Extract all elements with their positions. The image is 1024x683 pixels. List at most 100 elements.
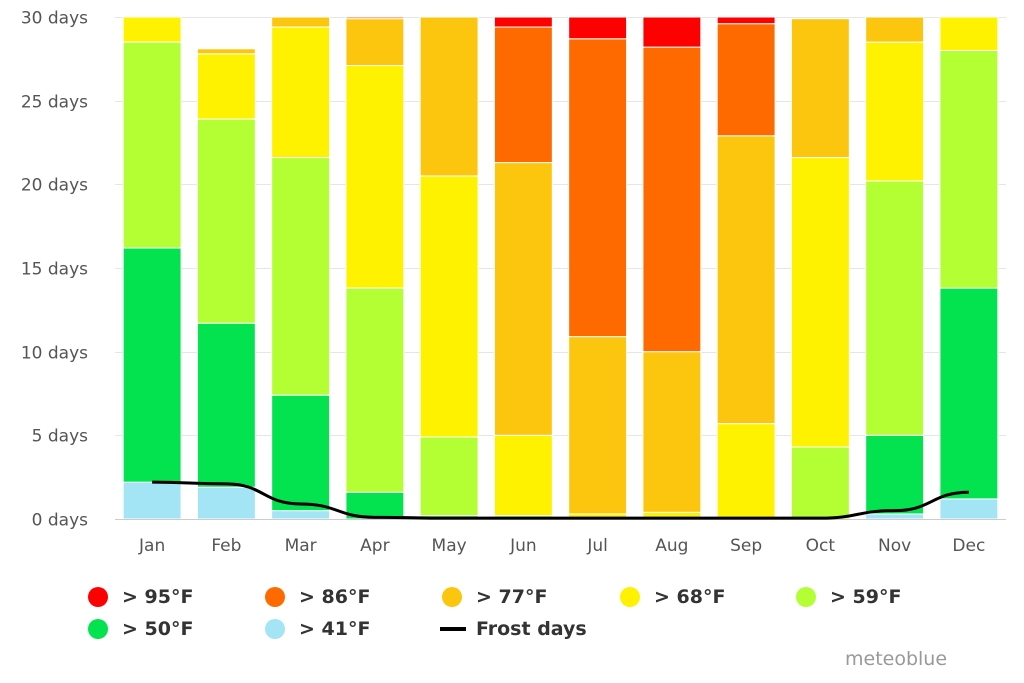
bar-segment-77f[interactable] bbox=[493, 162, 553, 436]
legend-item-41f[interactable]: > 41°F bbox=[265, 618, 370, 640]
bar-segment-59f[interactable] bbox=[865, 180, 925, 436]
y-tick-label: 10 days bbox=[21, 344, 88, 364]
bar-segment-68f[interactable] bbox=[345, 65, 405, 289]
x-tick-label: Aug bbox=[655, 536, 688, 556]
bar-segment-86f[interactable] bbox=[642, 46, 702, 353]
legend-label: Frost days bbox=[476, 618, 587, 640]
bar-segment-68f[interactable] bbox=[271, 26, 331, 159]
temperature-days-chart: 0 days 5 days 10 days 15 days 20 days 25 days… bbox=[21, 9, 1006, 556]
legend-line-icon bbox=[440, 627, 466, 631]
bar-stack-jan[interactable] bbox=[122, 16, 182, 520]
legend-dot-icon bbox=[88, 619, 108, 639]
bar-segment-41f[interactable] bbox=[939, 498, 999, 520]
bar-segment-86f[interactable] bbox=[493, 26, 553, 164]
y-tick-label: 25 days bbox=[21, 93, 88, 113]
legend-item-frost-days[interactable]: Frost days bbox=[440, 618, 587, 640]
bar-segment-77f[interactable] bbox=[568, 336, 628, 515]
bar-segment-50f[interactable] bbox=[939, 287, 999, 500]
legend-item-77f[interactable]: > 77°F bbox=[442, 586, 547, 608]
bar-stack-jun[interactable] bbox=[493, 16, 553, 520]
legend-dot-icon bbox=[265, 587, 285, 607]
bar-segment-59f[interactable] bbox=[196, 118, 256, 324]
bar-segment-68f[interactable] bbox=[493, 434, 553, 517]
bar-stack-mar[interactable] bbox=[271, 16, 331, 520]
x-tick-label: Jun bbox=[509, 536, 537, 556]
bar-segment-41f[interactable] bbox=[865, 513, 925, 520]
legend-item-86f[interactable]: > 86°F bbox=[265, 586, 370, 608]
bar-segment-41f[interactable] bbox=[271, 510, 331, 520]
bar-segment-50f[interactable] bbox=[865, 434, 925, 515]
bar-segment-95f[interactable] bbox=[568, 16, 628, 40]
legend-item-50f[interactable]: > 50°F bbox=[88, 618, 193, 640]
bar-stack-may[interactable] bbox=[419, 16, 479, 520]
bar-stack-dec[interactable] bbox=[939, 16, 999, 520]
legend-dot-icon bbox=[796, 587, 816, 607]
bar-segment-77f[interactable] bbox=[345, 18, 405, 67]
bar-segment-50f[interactable] bbox=[271, 394, 331, 512]
bar-segment-77f[interactable] bbox=[716, 135, 776, 425]
legend-label: > 68°F bbox=[654, 586, 726, 608]
x-axis-ticks: Jan Feb Mar Apr May Jun Jul Aug Sep Oct Nov Dec bbox=[138, 536, 985, 556]
x-tick-label: Dec bbox=[952, 536, 985, 556]
bar-segment-95f[interactable] bbox=[493, 16, 553, 28]
bar-segment-86f[interactable] bbox=[716, 23, 776, 137]
bar-segment-68f[interactable] bbox=[790, 157, 850, 448]
bar-segment-50f[interactable] bbox=[122, 247, 182, 483]
bar-segment-68f[interactable] bbox=[196, 53, 256, 120]
bar-segment-77f[interactable] bbox=[642, 351, 702, 513]
x-tick-label: May bbox=[432, 536, 467, 556]
y-tick-label: 5 days bbox=[32, 427, 88, 447]
y-axis-ticks: 0 days 5 days 10 days 15 days 20 days 25 days… bbox=[21, 9, 88, 531]
x-tick-label: Feb bbox=[211, 536, 241, 556]
bar-segment-50f[interactable] bbox=[196, 322, 256, 488]
y-tick-label: 15 days bbox=[21, 260, 88, 280]
bar-stack-aug[interactable] bbox=[642, 16, 702, 520]
bar-segment-77f[interactable] bbox=[419, 16, 479, 177]
bar-segment-68f[interactable] bbox=[716, 423, 776, 518]
legend-dot-icon bbox=[620, 587, 640, 607]
bar-segment-59f[interactable] bbox=[939, 49, 999, 289]
legend-label: > 86°F bbox=[299, 586, 371, 608]
bar-segment-77f[interactable] bbox=[790, 18, 850, 159]
bar-segment-86f[interactable] bbox=[568, 38, 628, 338]
legend-label: > 77°F bbox=[476, 586, 548, 608]
bar-segment-41f[interactable] bbox=[122, 481, 182, 520]
bar-segment-86f[interactable] bbox=[345, 16, 405, 20]
bar-segment-68f[interactable] bbox=[939, 16, 999, 51]
bar-segment-68f[interactable] bbox=[865, 41, 925, 182]
bar-stack-sep[interactable] bbox=[716, 16, 776, 520]
x-tick-label: Jul bbox=[586, 536, 608, 556]
bar-segment-95f[interactable] bbox=[642, 16, 702, 48]
bar-segment-59f[interactable] bbox=[271, 157, 331, 396]
bar-stack-apr[interactable] bbox=[345, 16, 405, 520]
credit-meteoblue[interactable]: meteoblue bbox=[845, 648, 948, 670]
bar-segment-68f[interactable] bbox=[122, 16, 182, 43]
x-tick-label: Jan bbox=[138, 536, 165, 556]
gridlines bbox=[115, 17, 1006, 436]
bar-segment-41f[interactable] bbox=[196, 486, 256, 520]
legend-label: > 41°F bbox=[299, 618, 371, 640]
bar-stack-nov[interactable] bbox=[865, 16, 925, 520]
bar-segment-59f[interactable] bbox=[419, 436, 479, 517]
bar-segment-77f[interactable] bbox=[271, 16, 331, 28]
bar-segment-68f[interactable] bbox=[419, 175, 479, 438]
legend-label: > 50°F bbox=[122, 618, 194, 640]
legend-item-59f[interactable]: > 59°F bbox=[796, 586, 901, 608]
bar-stack-feb[interactable] bbox=[196, 48, 256, 520]
bar-segment-59f[interactable] bbox=[790, 446, 850, 520]
legend-label: > 59°F bbox=[830, 586, 902, 608]
legend-item-95f[interactable]: > 95°F bbox=[88, 586, 193, 608]
x-tick-label: Nov bbox=[878, 536, 911, 556]
bar-stack-oct[interactable] bbox=[790, 18, 850, 520]
bar-segment-77f[interactable] bbox=[865, 16, 925, 43]
x-tick-label: Mar bbox=[285, 536, 317, 556]
bar-segment-95f[interactable] bbox=[716, 16, 776, 25]
bar-stack-jul[interactable] bbox=[568, 16, 628, 520]
bar-segment-59f[interactable] bbox=[122, 41, 182, 249]
bar-segment-59f[interactable] bbox=[345, 287, 405, 493]
bar-segment-77f[interactable] bbox=[196, 48, 256, 55]
legend-dot-icon bbox=[265, 619, 285, 639]
frost-days-line bbox=[152, 480, 969, 520]
legend-item-68f[interactable]: > 68°F bbox=[620, 586, 725, 608]
legend-label: > 95°F bbox=[122, 586, 194, 608]
